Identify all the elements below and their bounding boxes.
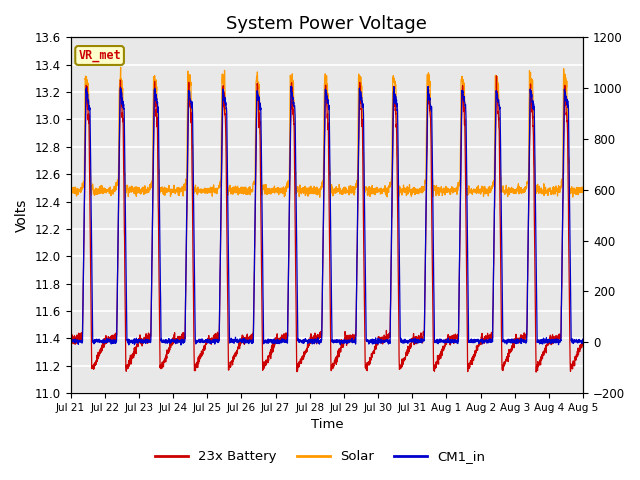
Y-axis label: Volts: Volts <box>15 199 29 232</box>
X-axis label: Time: Time <box>310 419 343 432</box>
Legend: 23x Battery, Solar, CM1_in: 23x Battery, Solar, CM1_in <box>149 445 491 468</box>
Text: VR_met: VR_met <box>78 49 121 62</box>
Title: System Power Voltage: System Power Voltage <box>227 15 428 33</box>
